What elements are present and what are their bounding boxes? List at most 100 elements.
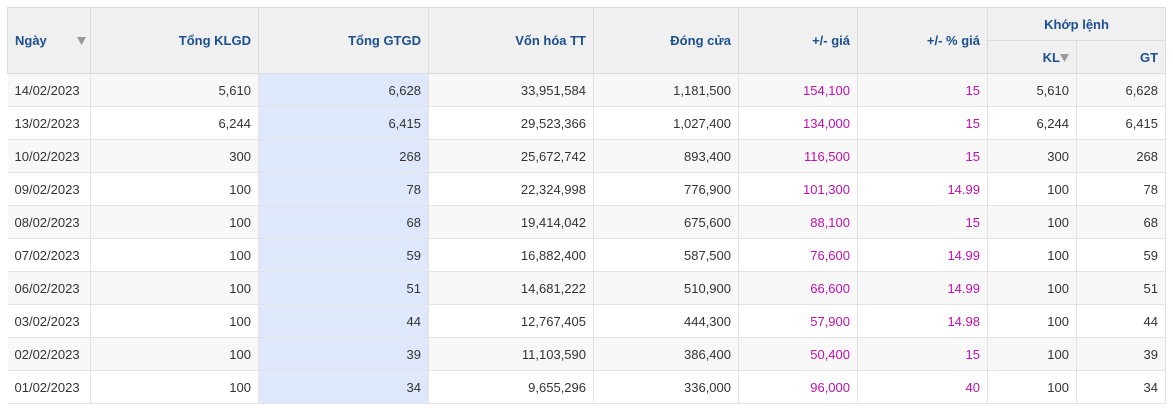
table-cell: 101,300: [738, 172, 858, 206]
table-cell: 100: [987, 172, 1077, 206]
price-history-table: Ngày Tổng KLGD Tổng GTGD Vốn hóa TT Đóng…: [7, 7, 1167, 404]
table-cell: 44: [258, 304, 429, 338]
table-cell: 9,655,296: [428, 370, 594, 404]
table-cell: 78: [258, 172, 429, 206]
table-cell: 100: [90, 205, 259, 239]
header-text: Ngày: [15, 33, 47, 48]
table-cell: 88,100: [738, 205, 858, 239]
table-cell: 02/02/2023: [7, 337, 91, 371]
table-cell: 100: [90, 238, 259, 272]
table-cell: 100: [90, 271, 259, 305]
table-cell: 03/02/2023: [7, 304, 91, 338]
table-cell: 300: [90, 139, 259, 173]
table-row: 14/02/2023 5,610 6,628 33,951,584 1,181,500 1…: [7, 73, 1167, 107]
table-row: 13/02/2023 6,244 6,415 29,523,366 1,027,400 1…: [7, 106, 1167, 140]
table-cell: 78: [1076, 172, 1167, 206]
table-cell: 675,600: [593, 205, 739, 239]
table-cell: 12,767,405: [428, 304, 594, 338]
table-cell: 100: [90, 304, 259, 338]
table-cell: 6,244: [90, 106, 259, 140]
table-cell: 39: [258, 337, 429, 371]
header-cell[interactable]: +/- giá: [738, 7, 858, 74]
table-cell: 44: [1076, 304, 1167, 338]
table-cell: 29,523,366: [428, 106, 594, 140]
table-cell: 6,415: [258, 106, 429, 140]
header-cell[interactable]: +/- % giá: [857, 7, 988, 74]
table-cell: 100: [987, 370, 1077, 404]
table-cell: 68: [1076, 205, 1167, 239]
table-cell: 587,500: [593, 238, 739, 272]
table-cell: 100: [987, 205, 1077, 239]
table-cell: 16,882,400: [428, 238, 594, 272]
header-group: Khớp lệnh: [986, 7, 1167, 41]
table-cell: 776,900: [593, 172, 739, 206]
table-cell: 08/02/2023: [7, 205, 91, 239]
table-row: 07/02/2023 100 59 16,882,400 587,500 76,600 14…: [7, 238, 1167, 272]
table-cell: 1,181,500: [593, 73, 739, 107]
table-cell: 154,100: [738, 73, 858, 107]
table-container: Ngày Tổng KLGD Tổng GTGD Vốn hóa TT Đóng…: [7, 7, 1167, 404]
sort-icon: [77, 37, 86, 45]
table-cell: 07/02/2023: [7, 238, 91, 272]
table-row: 03/02/2023 100 44 12,767,405 444,300 57,900 14…: [7, 304, 1167, 338]
table-cell: 19,414,042: [428, 205, 594, 239]
table-cell: 76,600: [738, 238, 858, 272]
table-row: 01/02/2023 100 34 9,655,296 336,000 96,000 40 1…: [7, 370, 1167, 404]
table-cell: 14/02/2023: [7, 73, 91, 107]
table-cell: 100: [987, 304, 1077, 338]
table-cell: 96,000: [738, 370, 858, 404]
table-cell: 11,103,590: [428, 337, 594, 371]
table-cell: 34: [1076, 370, 1167, 404]
table-cell: 34: [258, 370, 429, 404]
table-cell: 14.98: [857, 304, 988, 338]
table-cell: 14.99: [857, 238, 988, 272]
table-row: 08/02/2023 100 68 19,414,042 675,600 88,100 15…: [7, 205, 1167, 239]
table-cell: 50,400: [738, 337, 858, 371]
table-cell: 68: [258, 205, 429, 239]
table-cell: 59: [1076, 238, 1167, 272]
table-cell: 100: [987, 337, 1077, 371]
header-cell[interactable]: Tổng GTGD: [258, 7, 429, 74]
table-cell: 14.99: [857, 172, 988, 206]
table-cell: 6,415: [1076, 106, 1167, 140]
header-text: KL: [1042, 49, 1060, 65]
table-cell: 300: [987, 139, 1077, 173]
table-cell: 6,244: [987, 106, 1077, 140]
table-cell: 444,300: [593, 304, 739, 338]
table-row: 06/02/2023 100 51 14,681,222 510,900 66,600 14…: [7, 271, 1167, 305]
table-cell: 01/02/2023: [7, 370, 91, 404]
header-cell[interactable]: Ngày: [7, 7, 91, 74]
table-cell: 15: [857, 139, 988, 173]
table-cell: 15: [857, 73, 988, 107]
header-cell[interactable]: GT: [1075, 40, 1167, 74]
table-cell: 893,400: [593, 139, 739, 173]
table-cell: 5,610: [987, 73, 1077, 107]
header-cell[interactable]: Vốn hóa TT: [428, 7, 594, 74]
table-body: 14/02/2023 5,610 6,628 33,951,584 1,181,500 1…: [7, 73, 1167, 404]
table-cell: 33,951,584: [428, 73, 594, 107]
table-cell: 5,610: [90, 73, 259, 107]
table-cell: 15: [857, 106, 988, 140]
table-cell: 386,400: [593, 337, 739, 371]
table-row: 09/02/2023 100 78 22,324,998 776,900 101,300 1…: [7, 172, 1167, 206]
table-cell: 51: [1076, 271, 1167, 305]
table-row: 10/02/2023 300 268 25,672,742 893,400 116,500…: [7, 139, 1167, 173]
table-cell: 10/02/2023: [7, 139, 91, 173]
table-cell: 15: [857, 337, 988, 371]
table-cell: 336,000: [593, 370, 739, 404]
table-cell: 268: [258, 139, 429, 173]
table-cell: 13/02/2023: [7, 106, 91, 140]
table-cell: 14.99: [857, 271, 988, 305]
table-cell: 51: [258, 271, 429, 305]
table-cell: 1,027,400: [593, 106, 739, 140]
header-cell[interactable]: KL: [987, 40, 1077, 74]
table-cell: 100: [90, 370, 259, 404]
table-cell: 39: [1076, 337, 1167, 371]
header-cell[interactable]: Tổng KLGD: [90, 7, 259, 74]
table-cell: 116,500: [738, 139, 858, 173]
table-cell: 66,600: [738, 271, 858, 305]
table-cell: 134,000: [738, 106, 858, 140]
table-cell: 100: [987, 238, 1077, 272]
header-cell[interactable]: Đóng cửa: [593, 7, 739, 74]
